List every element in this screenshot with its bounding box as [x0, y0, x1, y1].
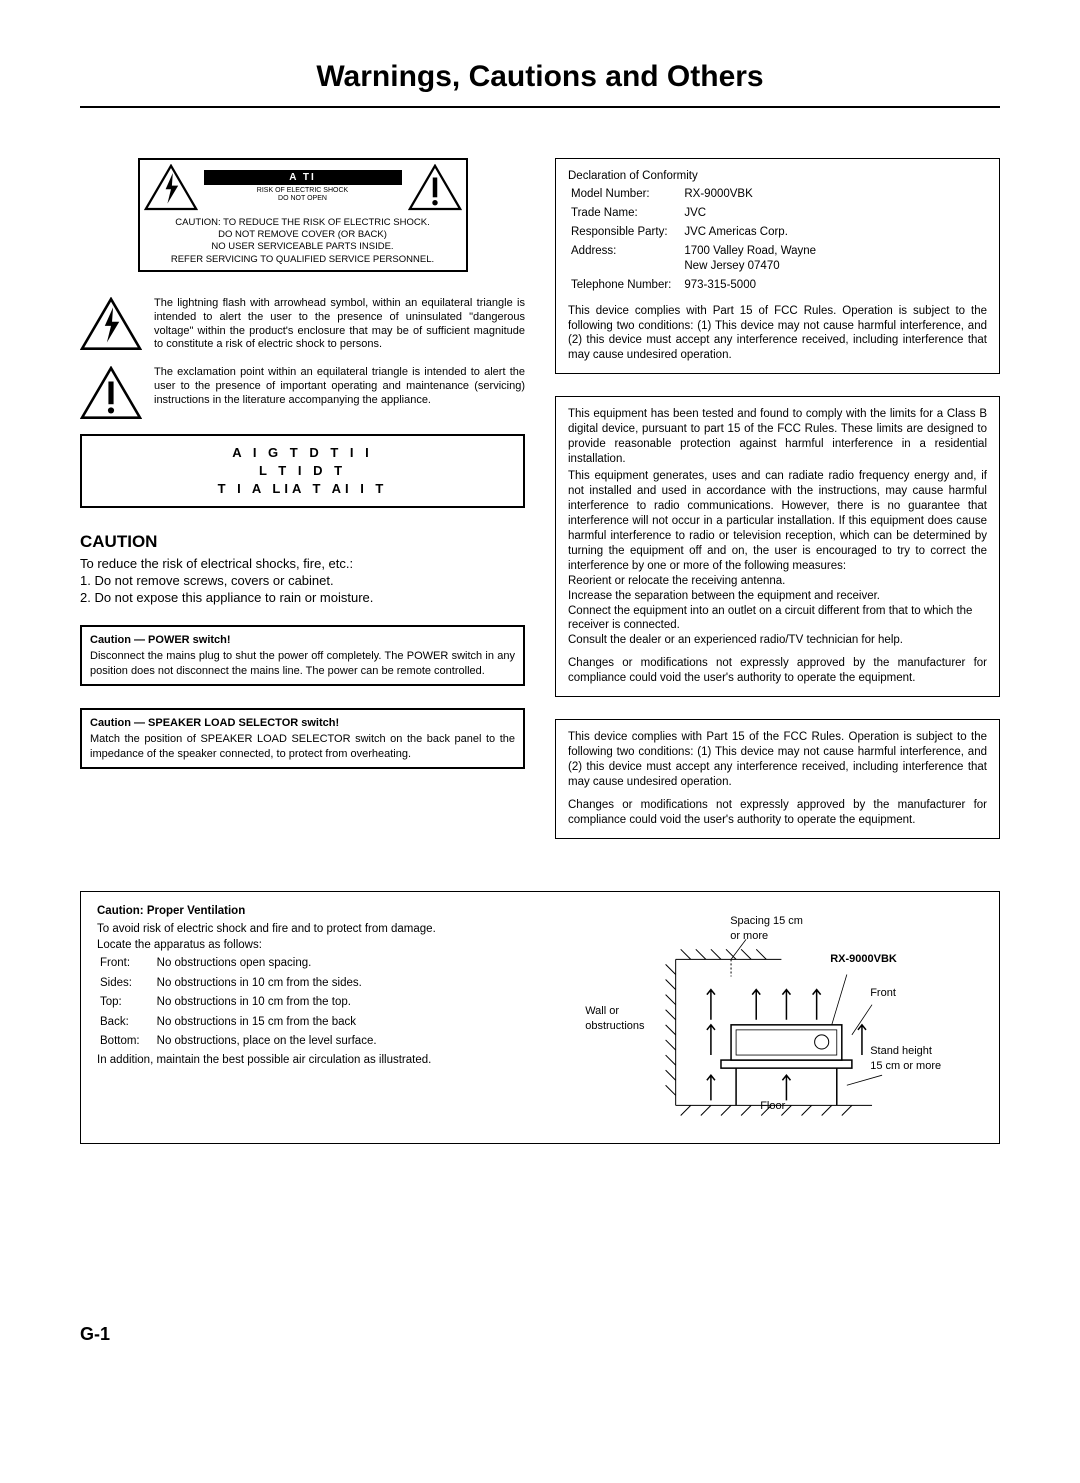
fcc-list: Reorient or relocate the receiving anten…	[568, 574, 987, 649]
declaration-box: Declaration of Conformity Model Number:R…	[555, 158, 1000, 374]
spacing-label: Spacing 15 cm or more	[730, 914, 803, 944]
decl-label: Address:	[570, 243, 681, 275]
vent-value: No obstructions open spacing.	[156, 955, 391, 973]
ventilation-outro: In addition, maintain the best possible …	[97, 1053, 560, 1069]
page-title: Warnings, Cautions and Others	[80, 60, 1000, 94]
front-label: Front	[870, 986, 896, 1001]
decl-label: Model Number:	[570, 186, 681, 203]
short-p2: Changes or modifications not expressly a…	[568, 798, 987, 828]
vent-value: No obstructions in 10 cm from the sides.	[156, 975, 391, 993]
caution-subtext: RISK OF ELECTRIC SHOCK DO NOT OPEN	[204, 185, 402, 206]
power-switch-title: Caution — POWER switch!	[90, 633, 515, 647]
caution-heading: CAUTION	[80, 532, 525, 552]
decl-label: Responsible Party:	[570, 224, 681, 241]
ventilation-title: Caution: Proper Ventilation	[97, 904, 560, 920]
short-fcc-box: This device complies with Part 15 of the…	[555, 719, 1000, 839]
power-switch-body: Disconnect the mains plug to shut the po…	[90, 649, 515, 678]
short-p1: This device complies with Part 15 of the…	[568, 730, 987, 790]
vent-value: No obstructions, place on the level surf…	[156, 1033, 391, 1051]
declaration-heading: Declaration of Conformity	[568, 169, 987, 184]
speaker-load-body: Match the position of SPEAKER LOAD SELEC…	[90, 732, 515, 761]
exclaim-desc: The exclamation point within an equilate…	[154, 366, 525, 407]
decl-value: JVC	[683, 205, 826, 222]
fcc-p3: Changes or modifications not expressly a…	[568, 656, 987, 686]
caution-label-box: A TI RISK OF ELECTRIC SHOCK DO NOT OPEN …	[138, 158, 468, 272]
decl-value: 1700 Valley Road, Wayne New Jersey 07470	[683, 243, 826, 275]
caution-body: To reduce the risk of electrical shocks,…	[80, 556, 525, 607]
speaker-load-title: Caution — SPEAKER LOAD SELECTOR switch!	[90, 716, 515, 730]
decl-label: Trade Name:	[570, 205, 681, 222]
vent-label: Top:	[99, 994, 154, 1012]
floor-label: Floor	[760, 1099, 785, 1114]
fcc-box: This equipment has been tested and found…	[555, 396, 1000, 697]
exclaim-triangle-icon	[408, 164, 462, 211]
caution-bar: A TI	[204, 170, 402, 185]
vent-label: Bottom:	[99, 1033, 154, 1051]
ventilation-box: Caution: Proper Ventilation To avoid ris…	[80, 891, 1000, 1144]
power-switch-box: Caution — POWER switch! Disconnect the m…	[80, 625, 525, 686]
decl-value: JVC Americas Corp.	[683, 224, 826, 241]
lightning-desc: The lightning flash with arrowhead symbo…	[154, 297, 525, 352]
declaration-body: This device complies with Part 15 of FCC…	[568, 304, 987, 364]
fcc-p1: This equipment has been tested and found…	[568, 407, 987, 467]
exclaim-triangle-icon	[80, 366, 142, 420]
caution-main-text: CAUTION: TO REDUCE THE RISK OF ELECTRIC …	[144, 217, 462, 266]
wall-label: Wall or obstructions	[585, 1004, 644, 1034]
vent-label: Front:	[99, 955, 154, 973]
speaker-load-box: Caution — SPEAKER LOAD SELECTOR switch! …	[80, 708, 525, 769]
lightning-triangle-icon	[144, 164, 198, 211]
page-number: G-1	[80, 1324, 1000, 1345]
decl-value: 973-315-5000	[683, 277, 826, 294]
fcc-p2: This equipment generates, uses and can r…	[568, 469, 987, 574]
ventilation-intro: To avoid risk of electric shock and fire…	[97, 922, 560, 953]
vent-label: Back:	[99, 1014, 154, 1032]
visible-laser-box: A I G T D T I I L T I D T T I A LIA T AI…	[80, 434, 525, 509]
stand-label: Stand height 15 cm or more	[870, 1044, 941, 1074]
decl-label: Telephone Number:	[570, 277, 681, 294]
decl-value: RX-9000VBK	[683, 186, 826, 203]
vent-value: No obstructions in 10 cm from the top.	[156, 994, 391, 1012]
vent-label: Sides:	[99, 975, 154, 993]
model-label: RX-9000VBK	[830, 952, 897, 967]
lightning-triangle-icon	[80, 297, 142, 351]
divider	[80, 106, 1000, 108]
vent-value: No obstructions in 15 cm from the back	[156, 1014, 391, 1032]
